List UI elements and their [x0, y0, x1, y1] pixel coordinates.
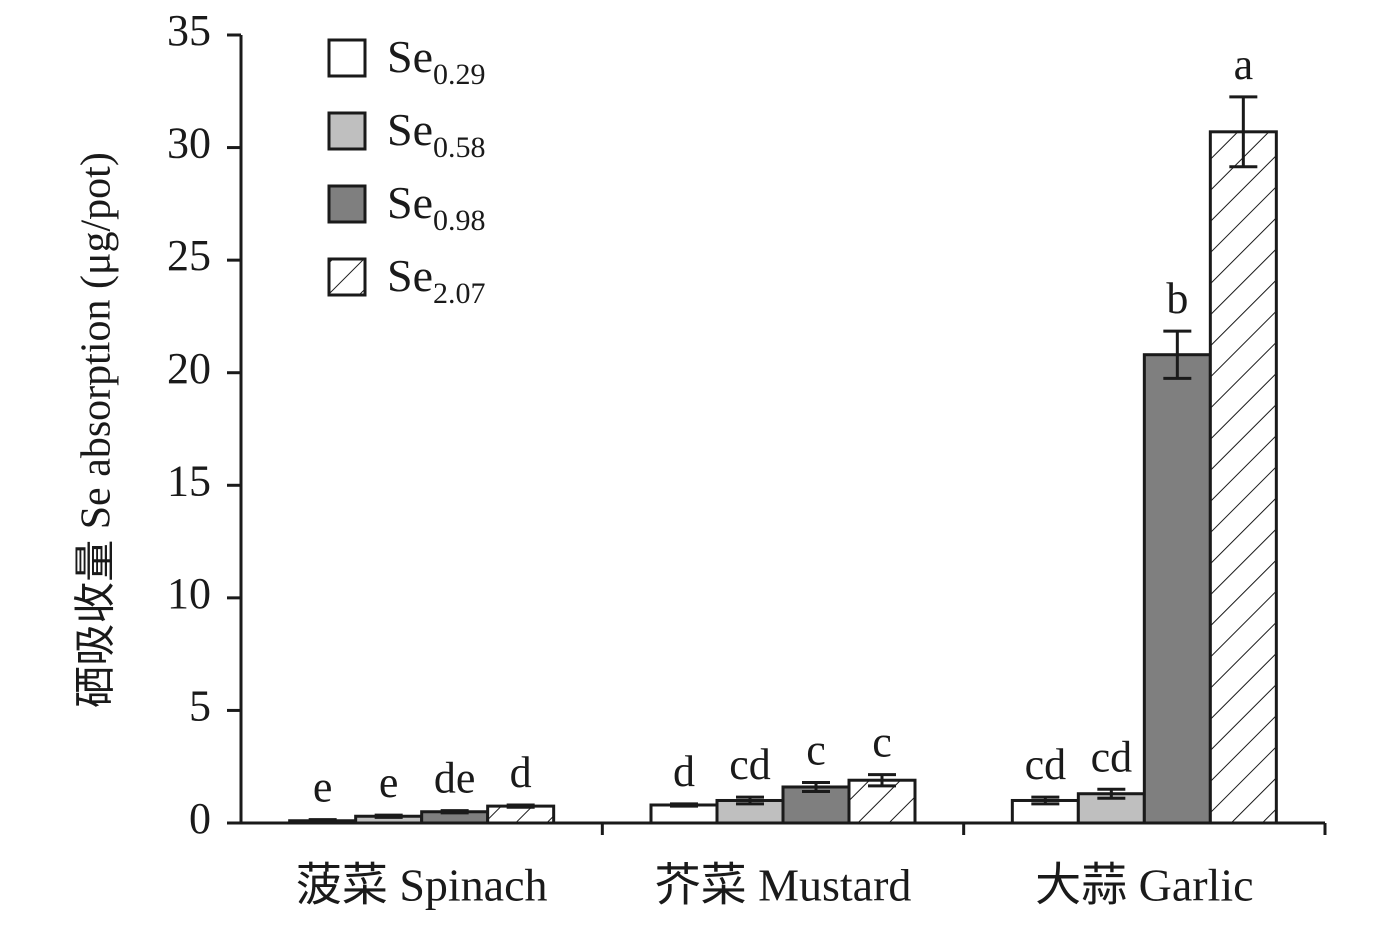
significance-label: c	[872, 718, 892, 767]
y-tick-label: 15	[167, 456, 211, 505]
y-tick-label: 0	[189, 794, 211, 843]
error-bar	[736, 795, 764, 806]
x-tick-label: 大蒜 Garlic	[1035, 860, 1253, 911]
significance-label: cd	[1091, 732, 1133, 781]
significance-label: e	[313, 763, 333, 812]
y-tick-label: 30	[167, 119, 211, 168]
error-bar	[1163, 329, 1192, 380]
y-tick-label: 25	[167, 231, 211, 280]
y-tick-label: 10	[167, 569, 211, 618]
significance-label: cd	[729, 740, 771, 789]
legend-label: Se2.07	[387, 250, 486, 310]
error-bar	[440, 809, 469, 815]
error-bar	[1229, 95, 1258, 169]
significance-label: c	[806, 726, 826, 775]
significance-label: cd	[1025, 740, 1067, 789]
legend-label: Se0.29	[387, 31, 486, 91]
error-bar	[506, 803, 535, 809]
error-bar	[670, 802, 698, 808]
significance-label: d	[510, 748, 532, 797]
x-tick-label: 芥菜 Mustard	[655, 860, 912, 911]
error-bar	[374, 813, 403, 819]
error-bar	[868, 773, 896, 788]
legend-swatch	[327, 184, 367, 224]
legend-swatch	[327, 111, 367, 151]
bar	[1142, 353, 1212, 825]
error-bar	[1097, 787, 1126, 800]
legend-label: Se0.98	[387, 177, 486, 237]
error-bar	[802, 780, 830, 793]
y-tick-label: 20	[167, 344, 211, 393]
significance-label: b	[1166, 274, 1188, 323]
bar	[1208, 130, 1278, 825]
y-axis-label: 硒吸收量 Se absorption (μg/pot)	[74, 152, 120, 708]
significance-label: e	[379, 758, 399, 807]
legend-swatch	[327, 257, 367, 297]
y-tick-label: 35	[167, 6, 211, 55]
error-bar	[308, 818, 337, 824]
significance-label: d	[673, 747, 695, 796]
bar	[649, 803, 719, 825]
legend-swatch	[327, 38, 367, 78]
significance-label: de	[434, 754, 476, 803]
legend-label: Se0.58	[387, 104, 486, 164]
significance-label: a	[1234, 40, 1254, 89]
bar	[781, 785, 851, 825]
error-bar	[1031, 795, 1060, 806]
y-tick-label: 5	[189, 682, 211, 731]
bar	[847, 778, 917, 825]
x-tick-label: 菠菜 Spinach	[296, 860, 548, 911]
